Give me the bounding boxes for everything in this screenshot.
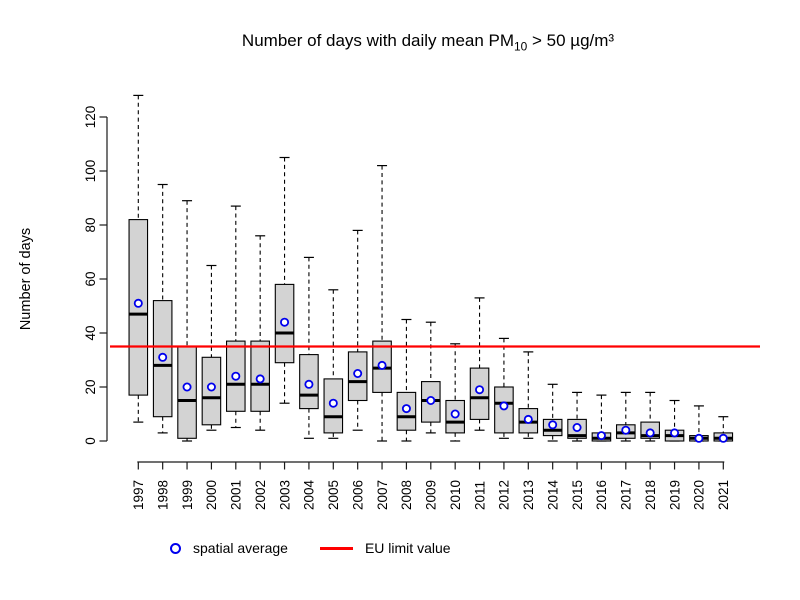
spatial-average-2003 xyxy=(280,317,290,327)
spatial-average-2004 xyxy=(304,379,314,389)
spatial-average-2017 xyxy=(621,425,631,435)
spatial-average-2010 xyxy=(450,409,460,419)
x-tick-label-2007: 2007 xyxy=(375,480,390,510)
chart-title-prefix: Number of days with daily mean PM xyxy=(241,31,515,50)
spatial-average-2009 xyxy=(426,395,436,405)
x-tick-label-2004: 2004 xyxy=(302,479,317,510)
chart-title-suffix: > 50 µg/m³ xyxy=(527,31,615,50)
x-tick-label-2008: 2008 xyxy=(399,480,414,510)
chart-marks: 0 20 40 60 80 100 120 1997 1998 1999 2000 2001 2002 2… xyxy=(83,94,760,510)
spatial-average-2000 xyxy=(206,382,216,392)
x-tick-label-2003: 2003 xyxy=(277,480,292,510)
spatial-average-2007 xyxy=(377,360,387,370)
x-tick-label-2020: 2020 xyxy=(692,480,707,510)
x-tick-label-1997: 1997 xyxy=(131,480,146,510)
x-tick-label-2016: 2016 xyxy=(594,480,609,510)
x-tick-label-1998: 1998 xyxy=(155,480,170,510)
spatial-average-2012 xyxy=(499,401,509,411)
x-tick-label-2019: 2019 xyxy=(667,480,682,510)
y-tick-label-20: 20 xyxy=(83,379,98,394)
eu-limit-line-icon xyxy=(319,546,353,550)
y-axis-title: Number of days xyxy=(18,228,34,330)
y-tick-label-60: 60 xyxy=(83,271,98,286)
x-tick-label-2014: 2014 xyxy=(545,479,560,510)
x-tick-label-2001: 2001 xyxy=(229,480,244,510)
y-tick-label-40: 40 xyxy=(83,325,98,340)
chart-title: Number of days with daily mean PM10 > 50… xyxy=(58,31,798,53)
x-tick-label-2017: 2017 xyxy=(619,480,634,510)
y-tick-label-0: 0 xyxy=(83,437,98,445)
spatial-average-2019 xyxy=(670,428,680,438)
spatial-average-2018 xyxy=(645,428,655,438)
spatial-average-2002 xyxy=(255,374,265,384)
spatial-average-2021 xyxy=(718,433,728,443)
spatial-average-2016 xyxy=(596,431,606,441)
spatial-average-2013 xyxy=(523,414,533,424)
y-tick-label-80: 80 xyxy=(83,217,98,232)
spatial-average-2006 xyxy=(353,368,363,378)
x-tick-label-2013: 2013 xyxy=(521,480,536,510)
spatial-average-2020 xyxy=(694,433,704,443)
chart-legend: spatial average EU limit value xyxy=(170,540,451,556)
legend-spatial-average-label: spatial average xyxy=(193,540,288,556)
spatial-average-2011 xyxy=(475,385,485,395)
x-tick-label-2006: 2006 xyxy=(350,480,365,510)
y-tick-label-120: 120 xyxy=(83,106,98,129)
x-tick-label-2021: 2021 xyxy=(716,480,731,510)
x-tick-label-2015: 2015 xyxy=(570,480,585,510)
legend-eu-limit-label: EU limit value xyxy=(364,540,451,556)
spatial-average-2014 xyxy=(548,420,558,430)
box-1999 xyxy=(177,345,197,439)
spatial-average-marker-icon xyxy=(170,542,181,554)
x-tick-label-2010: 2010 xyxy=(448,480,463,510)
spatial-average-2001 xyxy=(231,371,241,381)
spatial-average-1998 xyxy=(158,352,168,362)
x-tick-label-2011: 2011 xyxy=(472,481,487,510)
x-tick-label-2000: 2000 xyxy=(204,480,219,510)
x-tick-label-1999: 1999 xyxy=(180,480,195,510)
y-tick-label-100: 100 xyxy=(83,160,98,183)
spatial-average-2015 xyxy=(572,422,582,432)
spatial-average-1997 xyxy=(133,298,143,308)
x-tick-label-2012: 2012 xyxy=(497,480,512,510)
x-tick-label-2018: 2018 xyxy=(643,480,658,510)
spatial-average-1999 xyxy=(182,382,192,392)
x-tick-label-2002: 2002 xyxy=(253,480,268,510)
spatial-average-2005 xyxy=(328,398,338,408)
x-tick-label-2009: 2009 xyxy=(424,480,439,510)
chart-title-subscript: 10 xyxy=(514,39,528,54)
spatial-average-2008 xyxy=(401,404,411,414)
x-tick-label-2005: 2005 xyxy=(326,480,341,510)
